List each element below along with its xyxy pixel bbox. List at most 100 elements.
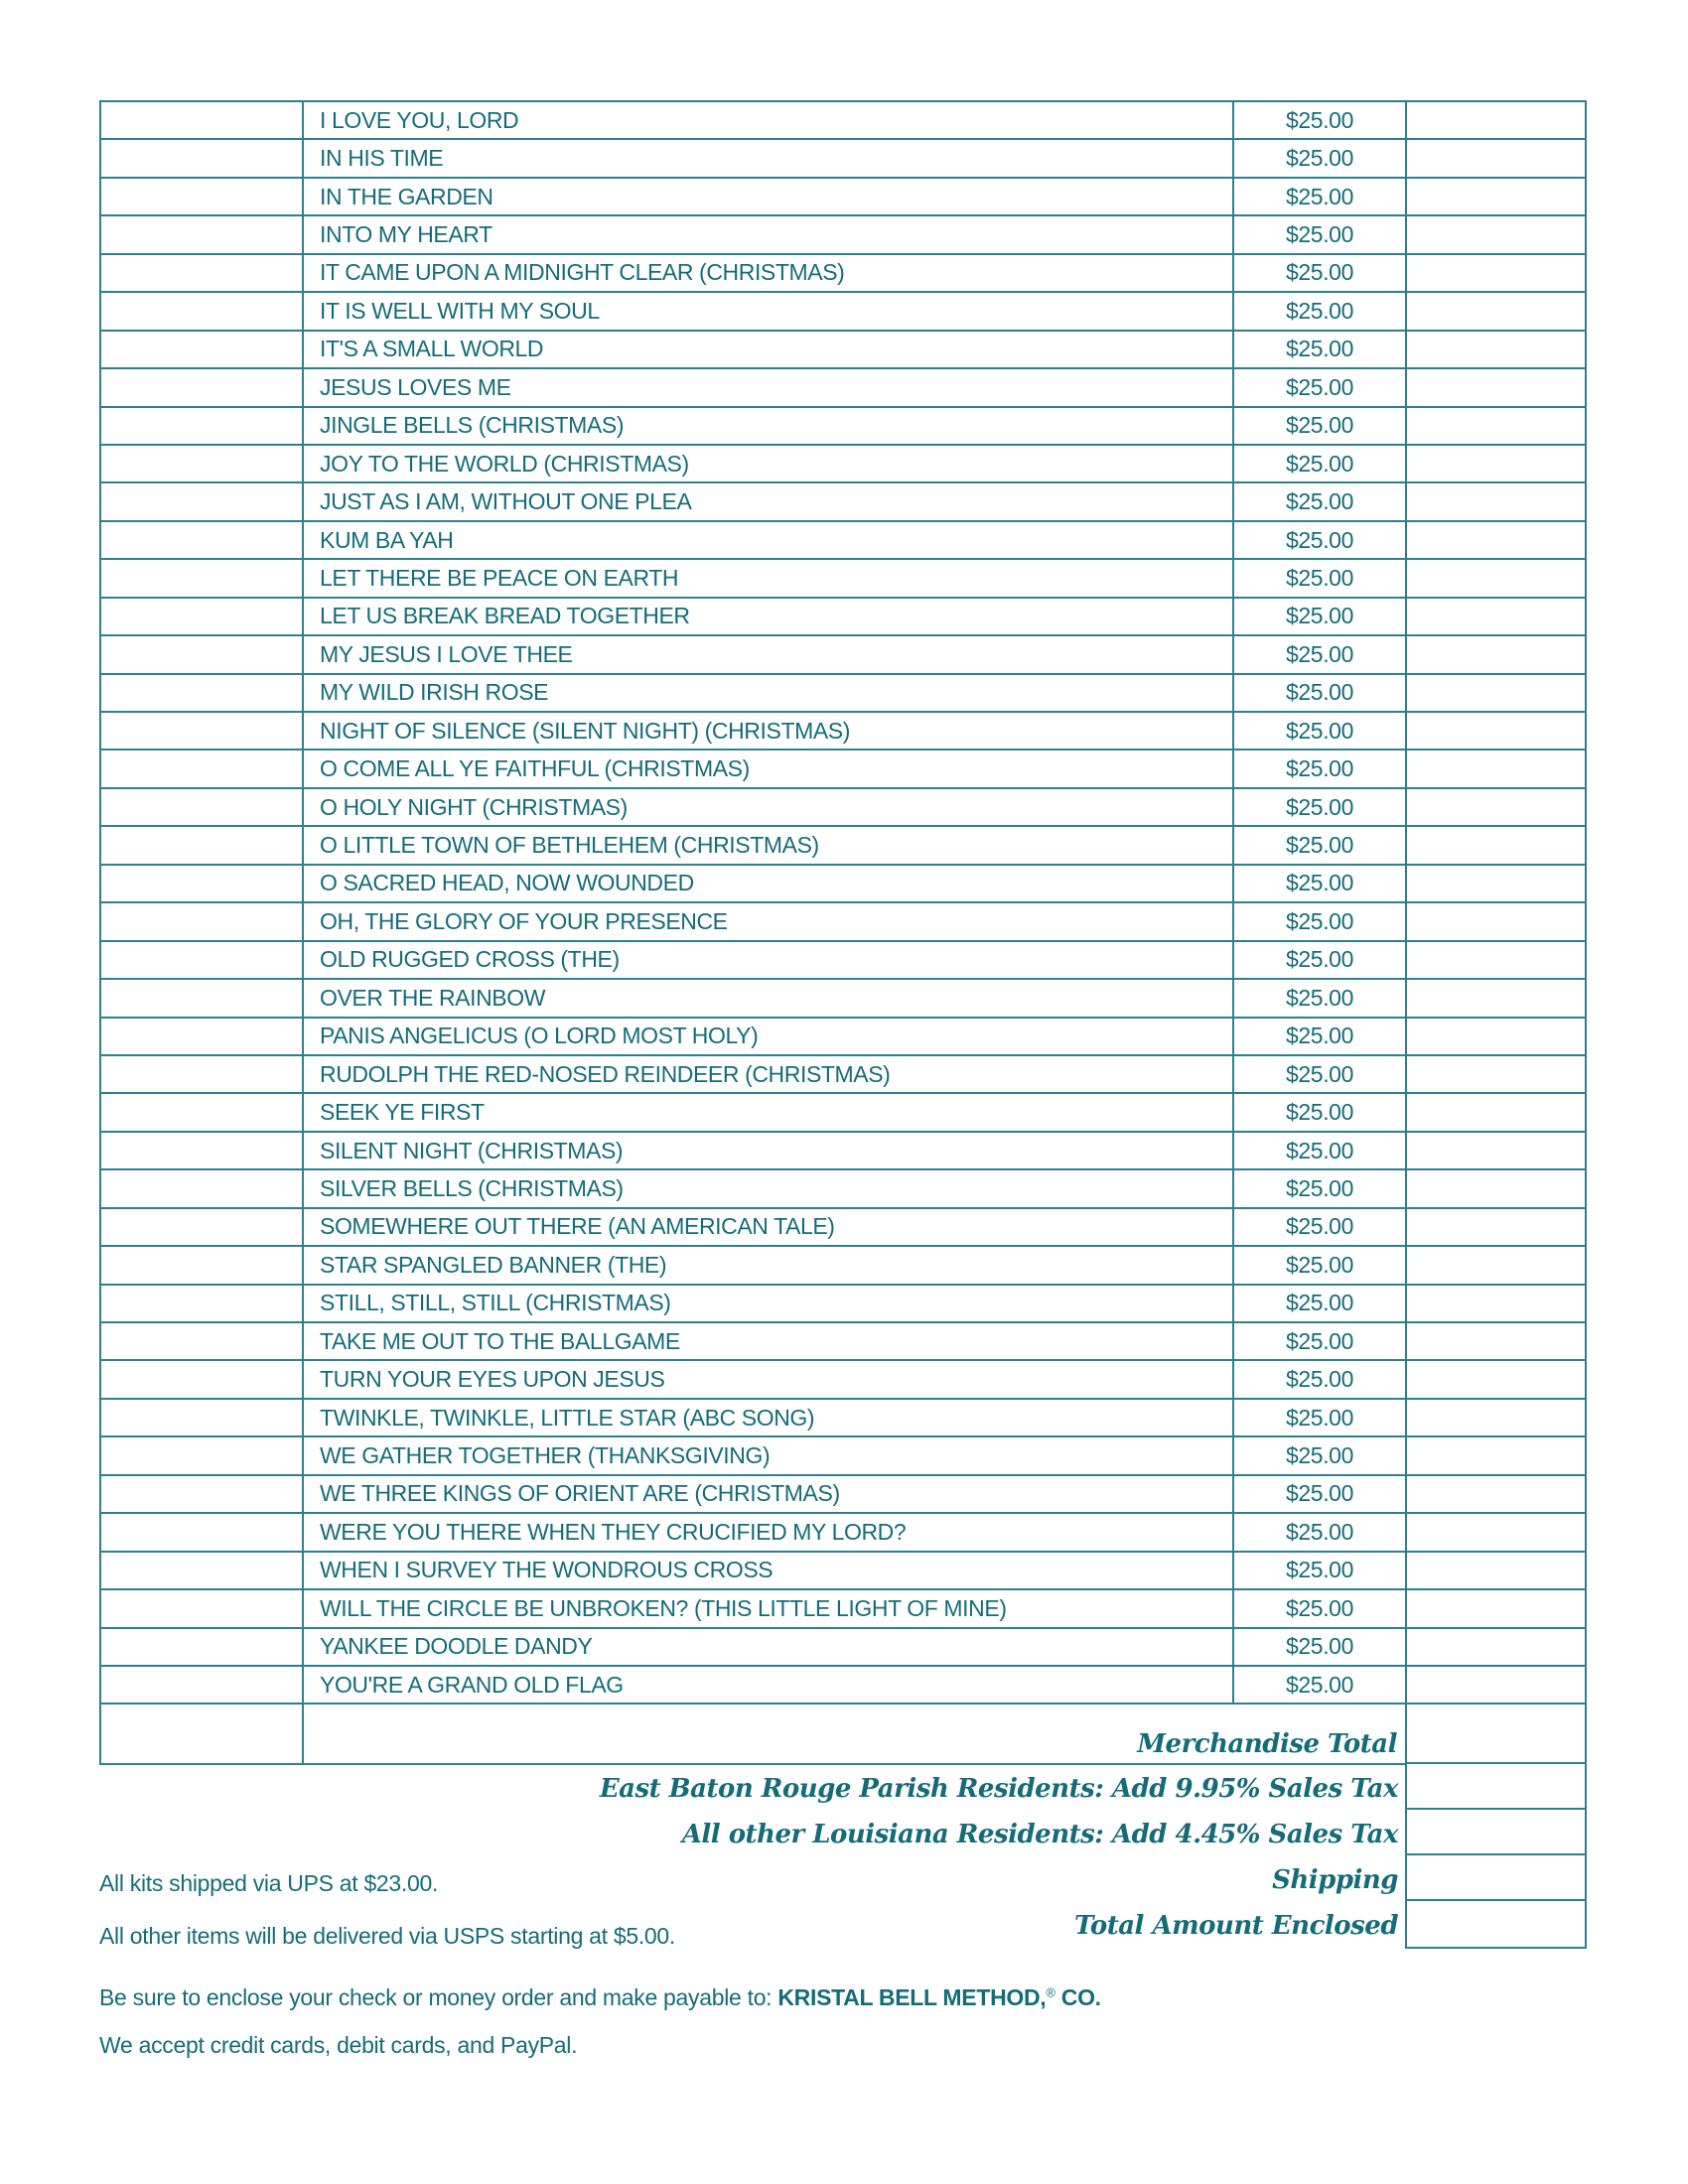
quantity-cell[interactable] bbox=[101, 1666, 304, 1704]
total-cell[interactable] bbox=[1407, 1170, 1585, 1206]
price-cell: $25.00 bbox=[1234, 293, 1407, 330]
table-row: JINGLE BELLS (CHRISTMAS) $25.00 bbox=[101, 407, 1585, 446]
total-cell[interactable] bbox=[1407, 408, 1585, 444]
note-make-payable: Be sure to enclose your check or money o… bbox=[99, 1983, 1101, 2011]
song-title-cell: OLD RUGGED CROSS (THE) bbox=[304, 941, 1234, 979]
quantity-cell[interactable] bbox=[101, 102, 304, 139]
total-cell[interactable] bbox=[1407, 789, 1585, 825]
price-cell: $25.00 bbox=[1234, 102, 1407, 139]
total-cell[interactable] bbox=[1407, 102, 1585, 138]
quantity-cell[interactable] bbox=[101, 598, 304, 635]
quantity-cell[interactable] bbox=[101, 1361, 304, 1398]
quantity-cell[interactable] bbox=[101, 903, 304, 940]
quantity-cell[interactable] bbox=[101, 827, 304, 864]
total-cell[interactable] bbox=[1407, 1667, 1585, 1703]
quantity-cell[interactable] bbox=[101, 445, 304, 482]
quantity-cell[interactable] bbox=[101, 1285, 304, 1321]
quantity-cell[interactable] bbox=[101, 751, 304, 787]
total-cell[interactable] bbox=[1407, 1209, 1585, 1245]
quantity-cell[interactable] bbox=[101, 331, 304, 368]
quantity-cell[interactable] bbox=[101, 636, 304, 673]
total-cell[interactable] bbox=[1407, 332, 1585, 367]
total-cell[interactable] bbox=[1407, 1286, 1585, 1321]
quantity-cell[interactable] bbox=[101, 1552, 304, 1589]
quantity-cell[interactable] bbox=[101, 1132, 304, 1169]
quantity-cell[interactable] bbox=[101, 369, 304, 406]
total-cell[interactable] bbox=[1407, 1056, 1585, 1092]
registered-trademark-symbol: ® bbox=[1046, 1984, 1055, 2000]
total-cell[interactable] bbox=[1407, 522, 1585, 558]
total-cell[interactable] bbox=[1407, 483, 1585, 519]
quantity-cell[interactable] bbox=[101, 865, 304, 902]
quantity-cell[interactable] bbox=[101, 1437, 304, 1474]
quantity-cell[interactable] bbox=[101, 1055, 304, 1093]
total-cell[interactable] bbox=[1407, 1247, 1585, 1283]
quantity-cell[interactable] bbox=[101, 521, 304, 559]
song-title-cell: TWINKLE, TWINKLE, LITTLE STAR (ABC SONG) bbox=[304, 1399, 1234, 1436]
total-cell[interactable] bbox=[1407, 1476, 1585, 1512]
quantity-cell[interactable] bbox=[101, 1170, 304, 1207]
quantity-cell[interactable] bbox=[101, 1094, 304, 1131]
table-row: JESUS LOVES ME $25.00 bbox=[101, 369, 1585, 408]
total-cell[interactable] bbox=[1407, 980, 1585, 1016]
total-cell[interactable] bbox=[1407, 751, 1585, 786]
total-amount-enclosed-input-box[interactable] bbox=[1407, 1901, 1585, 1947]
total-cell[interactable] bbox=[1407, 1590, 1585, 1626]
total-cell[interactable] bbox=[1407, 866, 1585, 901]
total-cell[interactable] bbox=[1407, 675, 1585, 711]
quantity-cell[interactable] bbox=[101, 407, 304, 444]
total-cell[interactable] bbox=[1407, 446, 1585, 481]
total-cell[interactable] bbox=[1407, 1400, 1585, 1435]
quantity-cell[interactable] bbox=[101, 560, 304, 597]
quantity-cell[interactable] bbox=[101, 1514, 304, 1551]
total-cell[interactable] bbox=[1407, 942, 1585, 978]
tax-east-baton-rouge-input-box[interactable] bbox=[1407, 1764, 1585, 1810]
total-cell[interactable] bbox=[1407, 903, 1585, 939]
quantity-cell[interactable] bbox=[101, 1018, 304, 1054]
total-cell[interactable] bbox=[1407, 179, 1585, 214]
quantity-cell[interactable] bbox=[101, 293, 304, 330]
quantity-cell[interactable] bbox=[101, 1323, 304, 1360]
quantity-cell[interactable] bbox=[101, 941, 304, 979]
total-cell[interactable] bbox=[1407, 636, 1585, 672]
merchandise-total-input-box[interactable] bbox=[1407, 1705, 1585, 1763]
total-cell[interactable] bbox=[1407, 1514, 1585, 1550]
total-cell[interactable] bbox=[1407, 1094, 1585, 1130]
total-cell[interactable] bbox=[1407, 827, 1585, 863]
tax-louisiana-input-box[interactable] bbox=[1407, 1810, 1585, 1855]
total-cell[interactable] bbox=[1407, 1629, 1585, 1665]
quantity-cell[interactable] bbox=[101, 980, 304, 1017]
quantity-cell[interactable] bbox=[101, 1247, 304, 1284]
total-cell[interactable] bbox=[1407, 293, 1585, 329]
total-cell[interactable] bbox=[1407, 216, 1585, 252]
total-cell[interactable] bbox=[1407, 255, 1585, 291]
total-cell[interactable] bbox=[1407, 1019, 1585, 1054]
total-cell[interactable] bbox=[1407, 369, 1585, 405]
total-cell[interactable] bbox=[1407, 560, 1585, 596]
quantity-cell[interactable] bbox=[101, 788, 304, 826]
quantity-cell[interactable] bbox=[101, 254, 304, 292]
quantity-cell[interactable] bbox=[101, 1475, 304, 1513]
total-cell[interactable] bbox=[1407, 1323, 1585, 1359]
total-cell[interactable] bbox=[1407, 599, 1585, 634]
table-row: RUDOLPH THE RED-NOSED REINDEER (CHRISTMA… bbox=[101, 1055, 1585, 1095]
quantity-cell[interactable] bbox=[101, 178, 304, 215]
quantity-cell[interactable] bbox=[101, 713, 304, 750]
total-cell[interactable] bbox=[1407, 1133, 1585, 1168]
shipping-input-box[interactable] bbox=[1407, 1855, 1585, 1901]
quantity-cell[interactable] bbox=[101, 483, 304, 520]
quantity-cell[interactable] bbox=[101, 216, 304, 253]
total-cell[interactable] bbox=[1407, 1553, 1585, 1588]
quantity-cell[interactable] bbox=[101, 674, 304, 711]
total-cell[interactable] bbox=[1407, 1361, 1585, 1397]
quantity-cell[interactable] bbox=[101, 1208, 304, 1246]
quantity-cell[interactable] bbox=[101, 1399, 304, 1436]
total-cell[interactable] bbox=[1407, 713, 1585, 749]
quantity-cell[interactable] bbox=[101, 140, 304, 177]
total-cell[interactable] bbox=[1407, 140, 1585, 176]
quantity-cell[interactable] bbox=[101, 1590, 304, 1627]
merchandise-total-label-cell: Merchandise Total bbox=[304, 1705, 1407, 1764]
quantity-cell[interactable] bbox=[101, 1628, 304, 1665]
total-cell[interactable] bbox=[1407, 1437, 1585, 1473]
